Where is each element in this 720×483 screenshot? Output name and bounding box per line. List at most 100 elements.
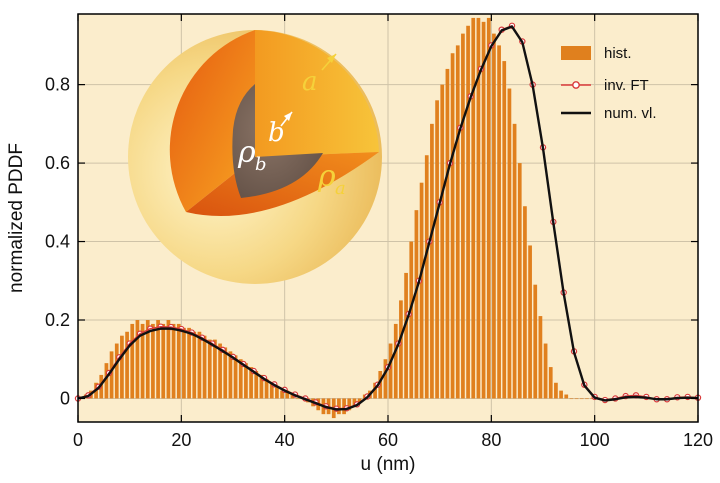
hist-bar [430,123,434,399]
hist-bar [244,363,248,399]
hist-bar [574,398,579,400]
y-tick-label: 0.2 [45,310,70,330]
hist-bar [130,323,135,399]
hist-bar [404,272,408,399]
hist-bar [135,320,140,399]
hist-bar [264,378,269,399]
core-shell-sphere-inset: b a ρ b ρ a [128,30,382,284]
hist-bar [538,316,543,399]
hist-bar [347,398,352,411]
x-tick-label: 100 [580,430,610,450]
hist-bar [502,61,507,399]
legend: hist. inv. FT num. vl. [561,45,657,122]
hist-bar [109,351,114,399]
hist-bar [424,155,429,399]
legend-label-numvl: num. vl. [604,105,657,122]
x-tick-label: 120 [683,430,713,450]
hist-bar [419,182,424,399]
hist-bar [352,398,357,407]
sphere-core [232,84,323,198]
hist-bar [140,323,145,399]
y-tick-label: 0.4 [45,232,70,252]
hist-bar [166,320,171,399]
hist-bar [414,210,419,399]
hist-bar [507,88,512,399]
x-tick-label: 80 [481,430,501,450]
hist-bar [569,398,574,400]
hist-bar [543,343,548,399]
hist-bar [213,339,217,399]
hist-bar [564,394,569,399]
hist-bar [579,398,584,400]
legend-label-invft: inv. FT [604,77,649,94]
hist-bar [125,331,129,399]
hist-bar [548,367,553,399]
hist-bar [455,45,460,399]
numvl-line [77,25,699,411]
a-arrow-head [327,54,336,63]
hist-bar [218,343,222,399]
hist-bar [187,327,191,399]
hist-bar [461,33,465,399]
legend-marker-invft [572,81,580,89]
rho-b-subscript: b [255,154,267,175]
hist-bar [192,331,197,399]
hist-bar [342,398,346,415]
hist-bar [497,45,501,399]
b-arrow-head [284,112,292,121]
y-tick-label: 0 [60,388,70,408]
hist-bar [280,390,284,399]
hist-bar [120,335,124,399]
hist-bar [161,323,166,399]
hist-bar [182,327,186,399]
hist-bar [114,343,119,399]
hist-bar [290,394,295,399]
a-radius-label: a [302,67,318,97]
hist-bar [528,245,532,399]
hist-bar [523,206,527,399]
hist-bar [104,363,109,399]
hist-bar [254,371,259,399]
legend-swatch-hist [561,46,591,60]
hist-bar [357,398,362,403]
hist-bar [285,390,290,399]
hist-bar [471,17,476,399]
hist-bar [233,355,238,399]
legend-label-hist: hist. [604,45,632,62]
hist-bar [409,241,414,399]
shell-cut-top-face [255,30,379,157]
hist-bar [337,398,341,415]
hist-bar [223,347,228,399]
curve-lines [77,25,699,411]
hist-bar [466,25,470,399]
hist-bar [238,359,243,399]
hist-bar [445,68,450,399]
x-tick-label: 40 [275,430,295,450]
hist-bar [275,386,279,399]
hist-bar [151,323,155,399]
histogram-bars [78,17,594,419]
hist-bar [533,284,538,399]
x-tick-label: 0 [73,430,83,450]
hist-bar [259,374,264,399]
hist-bar [249,367,253,399]
rho-a-label: ρ [317,159,336,194]
hist-bar [450,53,455,399]
hist-bar [373,382,377,399]
hist-bar [383,359,388,399]
hist-bar [207,339,212,399]
rho-a-subscript: a [335,178,346,199]
y-tick-label: 0.6 [45,153,70,173]
hist-bar [171,323,176,399]
hist-bar [145,320,150,399]
x-tick-label: 20 [171,430,191,450]
y-tick-label: 0.8 [45,75,70,95]
hist-bar [202,335,207,399]
y-axis-title: normalized PDDF [6,143,27,293]
hist-bar [512,123,517,399]
hist-bar [176,323,181,399]
hist-bar [476,17,481,399]
hist-bar [486,17,491,399]
axis-ticks: 0 20 40 60 80 100 120 0 0.2 0.4 0.6 0.8 [45,14,713,450]
